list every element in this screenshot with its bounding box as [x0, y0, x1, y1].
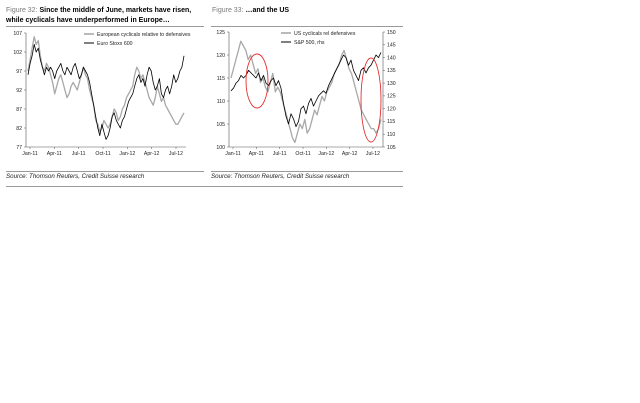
y-tick-label: 100	[216, 145, 225, 151]
y-right-tick-label: 150	[387, 30, 396, 36]
x-tick-label: Apr-12	[144, 151, 160, 157]
x-tick-label: Oct-11	[95, 151, 110, 157]
x-tick-label: Apr-11	[249, 151, 264, 157]
x-tick-label: Jan-12	[119, 151, 135, 157]
annotation-ellipse-jul-12	[360, 57, 382, 143]
legend-label: S&P 500, rhs	[294, 40, 325, 46]
figure-33-chart: 100 105 110 115 120 125 105 110 115 120 125 130 135 1…	[216, 30, 396, 157]
series-line-2	[230, 52, 382, 127]
x-tick-label: Jul-11	[72, 151, 86, 157]
figure-33-title: Figure 33: …and the US	[212, 6, 412, 16]
y-tick-label: 77	[16, 145, 22, 151]
figure-32-chart: 77 82 87 92 97 102 107 Jan-11 Apr-11 Jul-11 Oct-11…	[13, 31, 191, 157]
figure-32-number: Figure 32:	[6, 7, 38, 14]
y-tick-label: 115	[217, 76, 225, 82]
figure-33-top-rule	[211, 26, 403, 27]
annotation-ellipse-apr-11	[245, 53, 269, 109]
y-right-tick-label: 130	[387, 81, 396, 87]
y-tick-label: 92	[16, 88, 22, 94]
figure-32-title-line2: while cyclicals have underperformed in E…	[6, 17, 170, 24]
legend-label: European cyclicals relative to defensive…	[97, 32, 191, 38]
y-right-tick-label: 140	[387, 55, 396, 61]
series-line-2	[27, 43, 185, 140]
y-right-tick-label: 145	[387, 43, 396, 49]
y-tick-label: 107	[13, 31, 22, 37]
figure-32-source: Source: Thomson Reuters, Credit Suisse r…	[6, 173, 145, 180]
figure-32-top-rule	[6, 26, 204, 27]
y-tick-label: 125	[216, 30, 225, 36]
x-tick-label: Apr-12	[342, 151, 358, 157]
figure-33-source: Source: Thomson Reuters, Credit Suisse r…	[211, 173, 350, 180]
y-right-tick-label: 135	[387, 68, 396, 74]
figure-33-source-rule	[211, 171, 403, 172]
series-line-1	[230, 40, 382, 144]
y-tick-label: 102	[13, 50, 22, 56]
x-tick-label: Jul-11	[273, 151, 287, 157]
figure-bottom-rule	[6, 186, 403, 187]
x-tick-label: Jul-12	[366, 151, 380, 157]
y-right-tick-label: 115	[387, 119, 395, 125]
legend-label: US cyclicals rel defensives	[294, 31, 356, 37]
figure-32-title: Figure 32: Since the middle of June, mar…	[6, 6, 206, 26]
y-tick-label: 97	[16, 69, 22, 75]
y-right-tick-label: 110	[387, 132, 395, 138]
x-tick-label: Jan-11	[225, 151, 241, 157]
y-tick-label: 105	[216, 122, 225, 128]
figure-32-title-line1: Since the middle of June, markets have r…	[39, 7, 192, 14]
y-tick-label: 120	[216, 53, 225, 59]
y-right-tick-label: 105	[387, 145, 396, 151]
x-tick-label: Jan-12	[318, 151, 334, 157]
y-right-tick-label: 125	[387, 94, 396, 100]
series-line-1	[27, 36, 185, 133]
figure-32-source-rule	[6, 171, 204, 172]
x-tick-label: Jan-11	[22, 151, 38, 157]
x-tick-label: Jul-12	[169, 151, 183, 157]
legend-label: Euro Stoxx 600	[97, 41, 133, 47]
figure-33-title-line1: …and the US	[245, 7, 290, 14]
figure-33-number: Figure 33:	[212, 7, 244, 14]
y-tick-label: 110	[217, 99, 225, 105]
x-tick-label: Oct-11	[295, 151, 310, 157]
y-tick-label: 82	[16, 126, 22, 132]
y-right-tick-label: 120	[387, 106, 396, 112]
x-tick-label: Apr-11	[47, 151, 62, 157]
y-tick-label: 87	[16, 107, 22, 113]
